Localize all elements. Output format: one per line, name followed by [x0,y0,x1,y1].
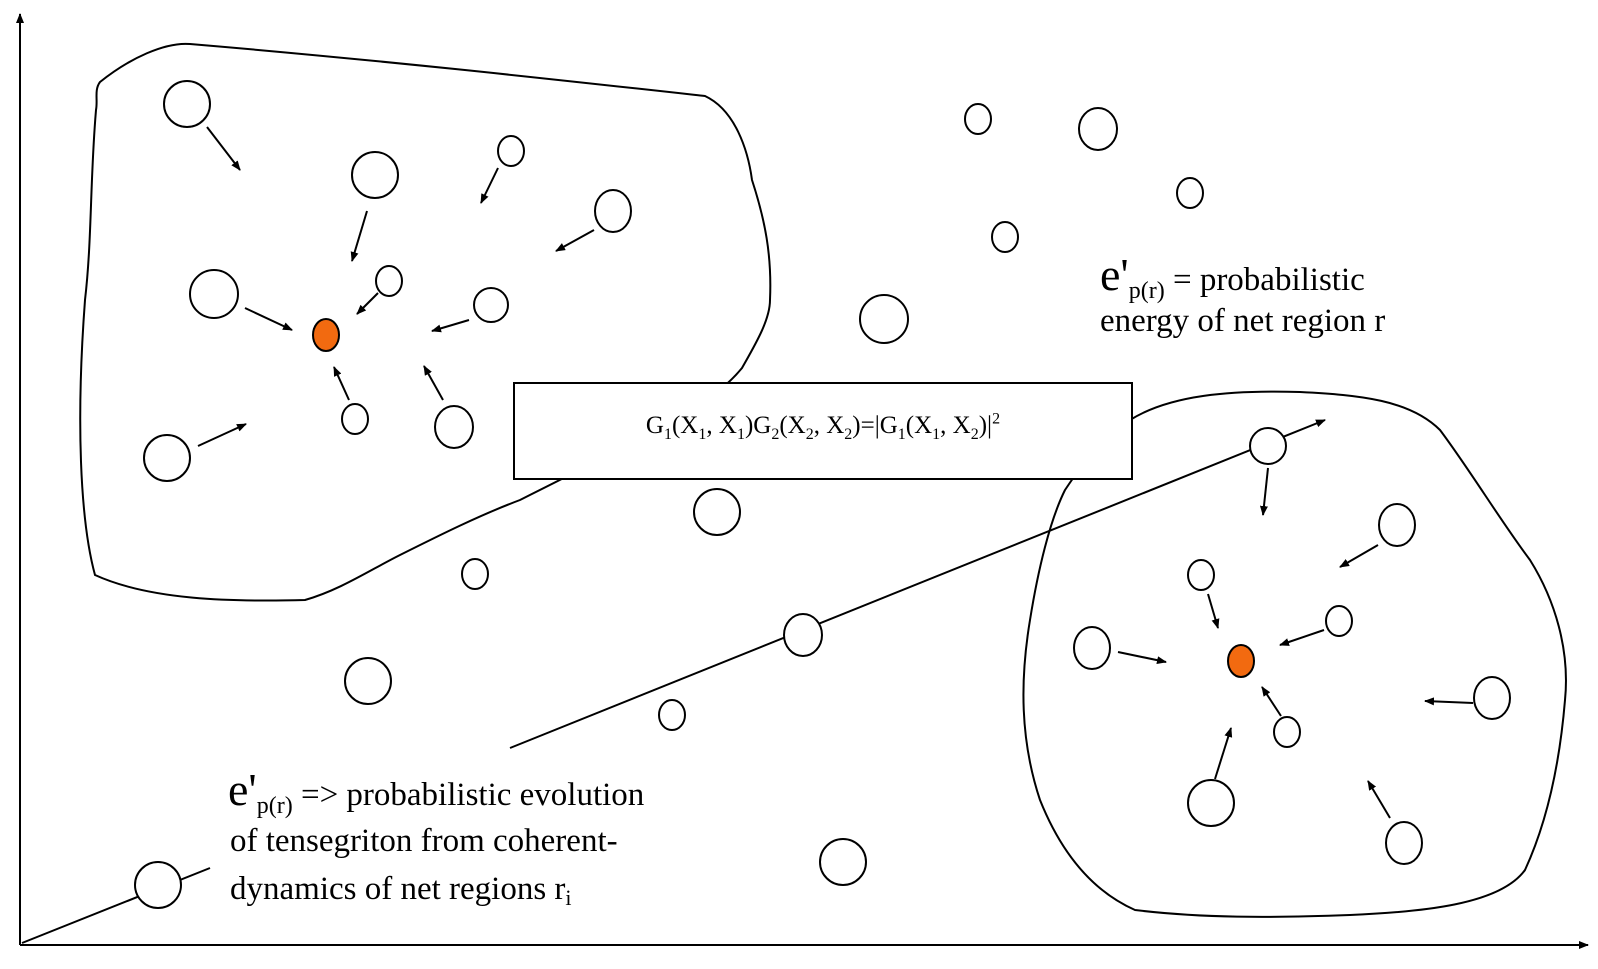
node-circle [783,613,823,657]
flow-arrow [1367,780,1391,819]
flow-arrow [333,366,350,401]
evolution-label-line2: of tensegriton from coherent- [230,823,618,859]
equation-box: G1(X1, X1)G2(X2, X2)=|G1(X1, X2)|2 [513,382,1133,480]
node-circle [1187,779,1235,827]
axes [16,13,1589,949]
flow-arrow [197,423,247,447]
node-circle [859,294,909,344]
flow-arrow [356,292,379,315]
flow-arrow [244,307,293,331]
node-circle [497,135,525,167]
flow-arrow [431,319,470,333]
flow-arrow [1261,686,1282,717]
flow-arrow [1259,467,1269,516]
node-circle [461,558,489,590]
node-circle [1273,716,1301,748]
node-circle [341,403,369,435]
flow-arrow [1117,651,1167,665]
node-circle [473,287,509,323]
node-circle [189,269,239,319]
node-circle [594,189,632,233]
node-circle [991,221,1019,253]
flow-arrow [1424,697,1474,706]
node-circle [143,434,191,482]
attractor-node-left [312,318,340,352]
node-circle [964,103,992,135]
node-circle [1378,503,1416,547]
evolution-label-line1: e'p(r) => probabilistic evolution [228,764,645,819]
flow-arrow [1207,593,1220,629]
flow-arrow [1279,629,1325,646]
flow-arrows [197,126,1474,819]
node-circle [1249,427,1287,465]
node-circle [351,151,399,199]
flow-arrow [480,167,499,204]
flow-arrow [423,365,444,401]
flow-arrow [350,210,368,262]
node-circle [344,657,392,705]
node-circle [1073,626,1111,670]
net-region-right [1022,390,1567,918]
node-circle [1385,821,1423,865]
node-circle [819,838,867,886]
equation-text: G1(X1, X1)G2(X2, X2)=|G1(X1, X2)|2 [645,411,1001,444]
flow-arrow [1214,727,1233,780]
node-circle [693,488,741,536]
node-circle [1176,177,1204,209]
node-circle [163,80,211,128]
node-circle [1473,676,1511,720]
node-circle [375,265,403,297]
trajectory-main-line [509,419,1326,749]
node-circle [658,699,686,731]
tensegritons [134,80,1511,909]
energy-label-line2: energy of net region r [1100,303,1386,339]
node-circle [1078,107,1118,151]
node-circle [434,405,474,449]
flow-arrow [555,229,595,252]
evolution-label-line3: dynamics of net regions ri [230,871,572,910]
energy-label-line1: e'p(r) = probabilistic [1100,249,1365,304]
node-circle [134,861,182,909]
node-circle [1325,605,1353,637]
trajectory-lower-line [21,867,211,944]
node-circle [1187,559,1215,591]
flow-arrow [1339,544,1379,568]
attractor-node-right [1227,644,1255,678]
flow-arrow [206,126,241,171]
